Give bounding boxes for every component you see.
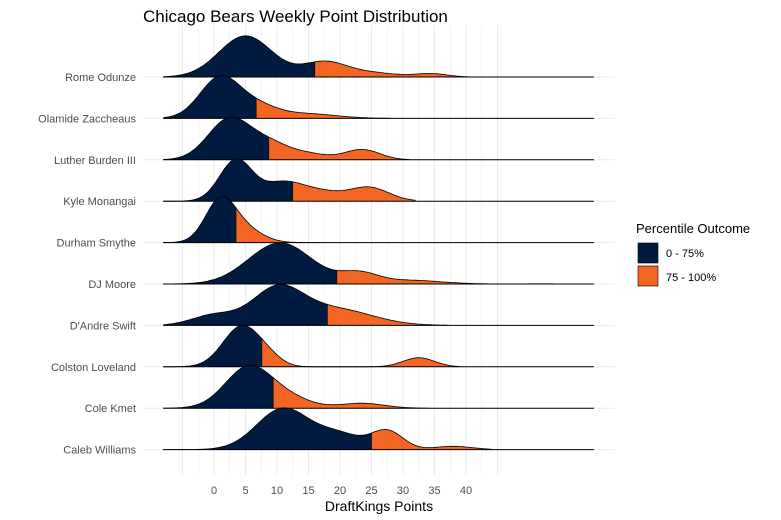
ridge-luther-burden-iii [163, 116, 594, 161]
ridge-fill-high [371, 429, 492, 450]
chart-title: Chicago Bears Weekly Point Distribution [143, 7, 448, 26]
legend: Percentile Outcome 0 - 75% 75 - 100% [636, 221, 750, 287]
x-tick-label: 15 [302, 485, 314, 497]
ridge-fill-low [163, 75, 257, 119]
ridge-fill-high [268, 137, 410, 160]
y-axis-labels: Rome Odunze Olamide Zaccheaus Luther Burde… [38, 72, 136, 457]
y-tick-label: DJ Moore [88, 279, 136, 291]
y-tick-label: Luther Burden III [54, 155, 136, 167]
ridge-colston-loveland [163, 324, 594, 368]
ridge-fill-low [163, 35, 315, 77]
y-tick-label: Cole Kmet [85, 403, 136, 415]
ridge-caleb-williams [163, 407, 594, 451]
x-tick-label: 20 [334, 485, 346, 497]
ridge-fill-high [336, 270, 592, 284]
x-tick-label: 40 [460, 485, 472, 497]
ridge-rome-odunze [163, 35, 594, 78]
y-tick-label: Durham Smythe [57, 238, 136, 250]
ridge-fill-high [314, 61, 473, 77]
ridge-outline [163, 75, 391, 119]
ridge-outline [163, 407, 492, 451]
ridge-fill-low [163, 242, 337, 284]
y-tick-label: Caleb Williams [63, 445, 136, 457]
x-axis-label: DraftKings Points [325, 498, 433, 514]
legend-label-low: 0 - 75% [666, 248, 704, 260]
legend-swatch-high [637, 265, 659, 287]
ridge-fill-high [236, 207, 322, 243]
ridge-durham-smythe [163, 196, 594, 244]
y-tick-label: D'Andre Swift [70, 320, 136, 332]
ridge-fill-low [163, 196, 237, 243]
legend-title: Percentile Outcome [636, 221, 750, 236]
ridge-fill-low [163, 365, 274, 409]
ridge-outline [163, 284, 448, 326]
y-tick-label: Rome Odunze [65, 72, 136, 84]
x-tick-label: 0 [211, 485, 217, 497]
ridge-outline [163, 35, 473, 78]
ridge-fill-low [163, 325, 262, 367]
x-tick-label: 30 [397, 485, 409, 497]
ridge-fill-low [163, 407, 372, 450]
ridge-fill-high [256, 98, 391, 119]
ridge-fill-high [327, 304, 448, 326]
y-tick-label: Colston Loveland [51, 362, 136, 374]
ridge-fill-high [261, 338, 460, 367]
ridge-fill-high [273, 377, 429, 409]
ridges [163, 35, 594, 451]
ridge-fill-high [292, 181, 416, 202]
ridge-kyle-monangai [163, 158, 594, 202]
y-tick-label: Kyle Monangai [63, 196, 136, 208]
ridge-outline [163, 158, 416, 202]
legend-swatch-low [637, 242, 659, 264]
ridge-dj-moore [163, 242, 594, 285]
y-tick-label: Olamide Zaccheaus [38, 113, 136, 125]
x-tick-label: 25 [365, 485, 377, 497]
ridge-cole-kmet [163, 364, 594, 409]
ridge-olamide-zaccheaus [163, 75, 594, 119]
x-axis-ticks: 0 5 10 15 20 25 30 35 40 [211, 485, 472, 497]
x-tick-label: 35 [428, 485, 440, 497]
ridge-outline [163, 364, 429, 409]
legend-label-high: 75 - 100% [666, 272, 716, 284]
x-tick-label: 5 [242, 485, 248, 497]
ridge-outline [163, 116, 410, 160]
ridge-d-andre-swift [163, 284, 594, 326]
x-tick-label: 10 [271, 485, 283, 497]
ridge-fill-low [163, 117, 269, 160]
ridge-fill-low [163, 158, 293, 202]
